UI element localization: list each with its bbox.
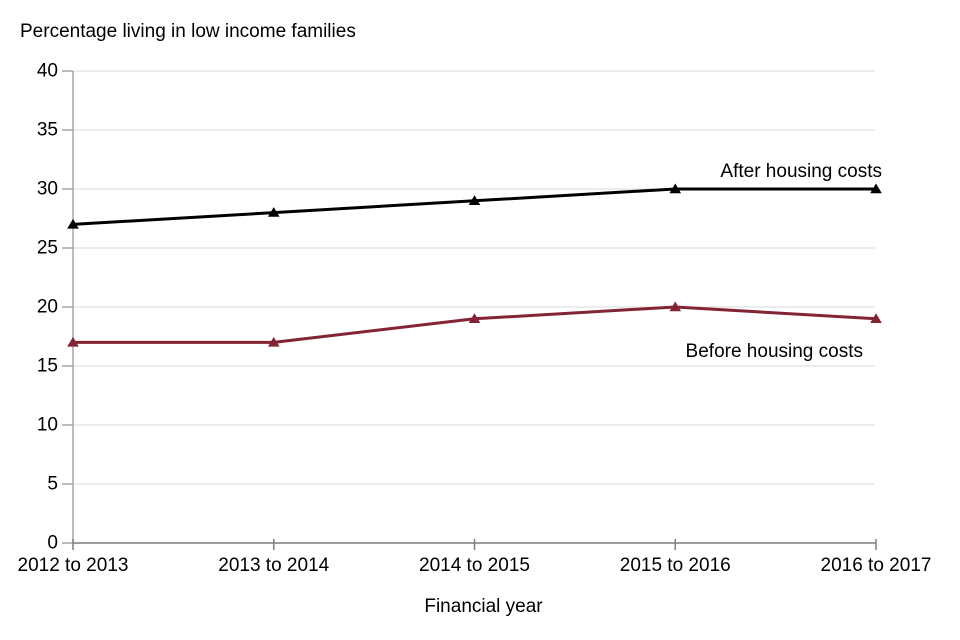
x-axis-title: Financial year xyxy=(424,596,543,617)
triangle-marker xyxy=(870,313,882,323)
y-tick-label: 25 xyxy=(37,238,58,259)
y-tick-label: 10 xyxy=(37,415,58,436)
triangle-marker xyxy=(267,336,280,347)
x-tick-label: 2015 to 2016 xyxy=(620,555,731,576)
series-label: After housing costs xyxy=(720,161,882,182)
chart-title: Percentage living in low income families xyxy=(20,21,356,42)
triangle-marker xyxy=(67,336,79,347)
x-tick-label: 2016 to 2017 xyxy=(821,555,932,576)
triangle-marker xyxy=(267,207,280,217)
triangle-marker xyxy=(468,195,481,205)
y-tick-label: 20 xyxy=(37,297,58,318)
series-line-after xyxy=(72,187,876,226)
x-tick-label: 2014 to 2015 xyxy=(419,555,530,576)
x-tick-label: 2012 to 2013 xyxy=(18,555,129,576)
triangle-marker xyxy=(468,313,481,323)
triangle-marker xyxy=(669,183,682,194)
y-tick-label: 15 xyxy=(37,356,58,377)
x-tick-label: 2013 to 2014 xyxy=(218,555,329,576)
y-tick-label: 0 xyxy=(47,533,58,554)
y-tick-label: 40 xyxy=(37,61,58,82)
triangle-marker xyxy=(669,301,682,312)
series-line-before xyxy=(73,305,877,344)
y-tick-label: 5 xyxy=(47,474,58,495)
y-tick-label: 30 xyxy=(37,179,58,200)
y-tick-label: 35 xyxy=(37,120,58,141)
triangle-marker xyxy=(870,183,882,194)
triangle-marker xyxy=(67,218,79,229)
series-label: Before housing costs xyxy=(686,341,863,362)
